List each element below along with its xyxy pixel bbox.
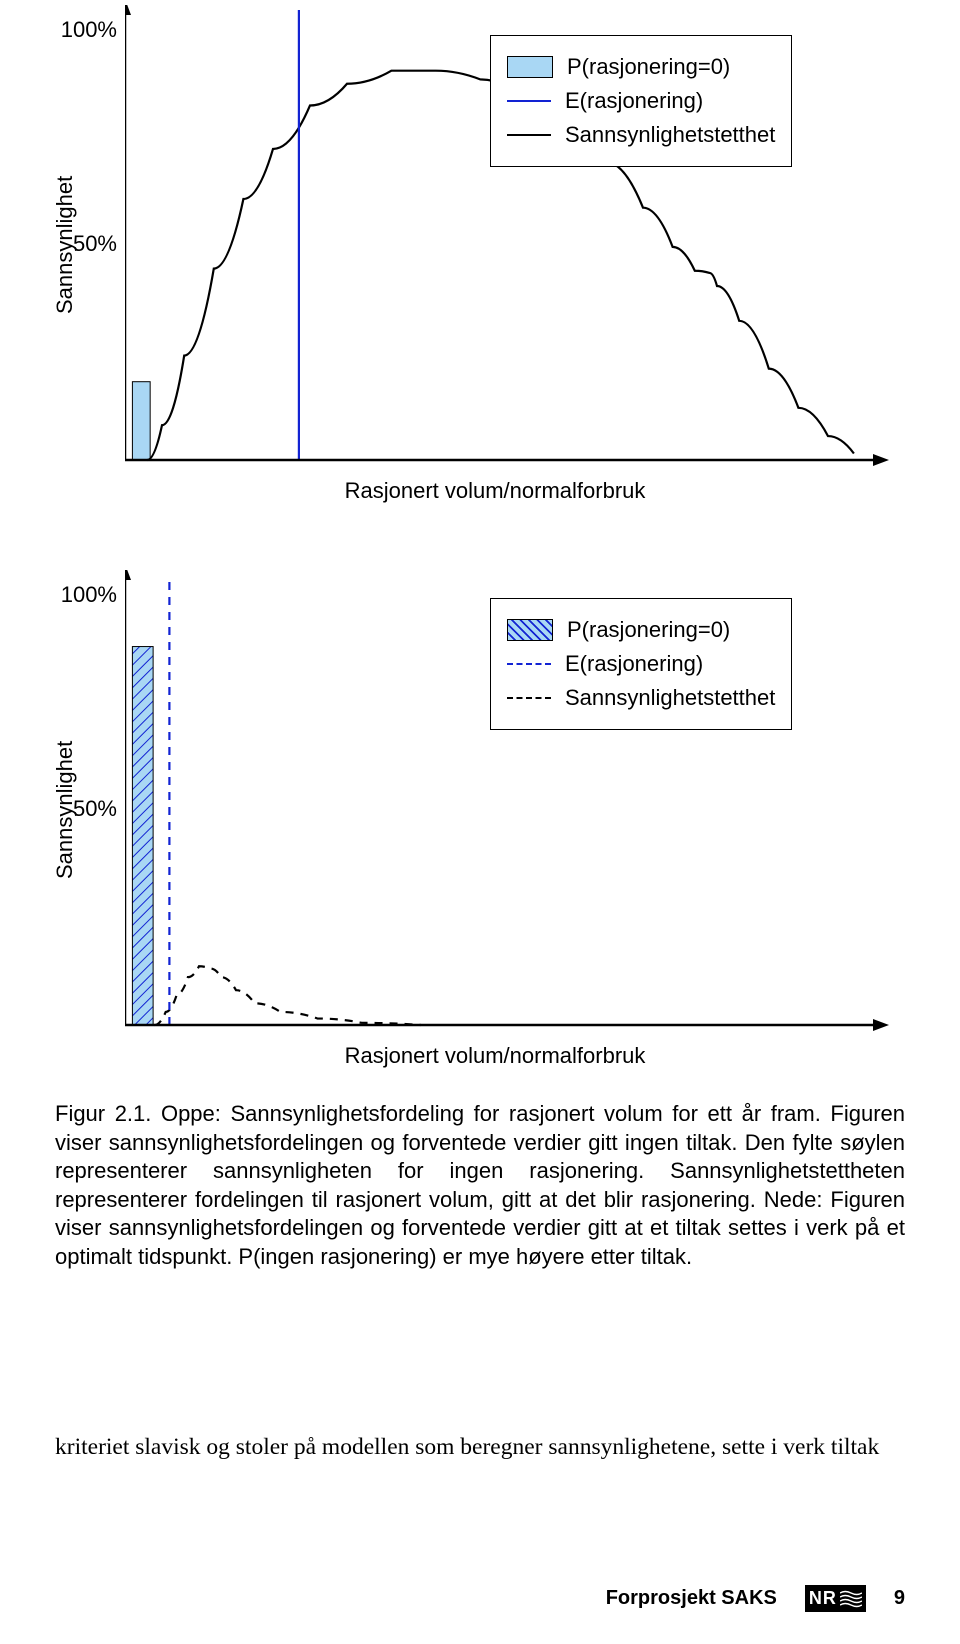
page-number: 9 bbox=[894, 1587, 905, 1610]
legend-line-icon bbox=[507, 697, 551, 699]
chart2-x-label: Rasjonert volum/normalforbruk bbox=[125, 1043, 865, 1069]
legend-line-icon bbox=[507, 663, 551, 665]
legend-label: Sannsynlighetstetthet bbox=[565, 122, 775, 148]
chart1-y-label: Sannsynlighet bbox=[52, 174, 78, 314]
legend-item: P(rasjonering=0) bbox=[507, 617, 775, 643]
page-footer: Forprosjekt SAKS NR 9 bbox=[55, 1585, 905, 1612]
legend-line-icon bbox=[507, 100, 551, 102]
legend-label: E(rasjonering) bbox=[565, 88, 703, 114]
legend-label: Sannsynlighetstetthet bbox=[565, 685, 775, 711]
legend-label: P(rasjonering=0) bbox=[567, 617, 730, 643]
legend-swatch bbox=[507, 619, 553, 641]
chart2-legend: P(rasjonering=0) E(rasjonering) Sannsynlig… bbox=[490, 598, 792, 730]
nr-logo-text: NR bbox=[809, 1588, 837, 1609]
legend-label: E(rasjonering) bbox=[565, 651, 703, 677]
chart1-legend: P(rasjonering=0) E(rasjonering) Sannsynlig… bbox=[490, 35, 792, 167]
footer-title: Forprosjekt SAKS bbox=[606, 1587, 777, 1610]
legend-line-icon bbox=[507, 134, 551, 136]
legend-item: E(rasjonering) bbox=[507, 88, 775, 114]
legend-item: P(rasjonering=0) bbox=[507, 54, 775, 80]
chart1-x-label: Rasjonert volum/normalforbruk bbox=[125, 478, 865, 504]
chart2-y-label: Sannsynlighet bbox=[52, 739, 78, 879]
page: 100% 50% Sannsynlighet Rasjonert volum/n… bbox=[0, 0, 960, 1644]
legend-item: E(rasjonering) bbox=[507, 651, 775, 677]
legend-label: P(rasjonering=0) bbox=[567, 54, 730, 80]
legend-swatch bbox=[507, 56, 553, 78]
figure-caption: Figur 2.1. Oppe: Sannsynlighetsfordeling… bbox=[55, 1100, 905, 1272]
nr-logo: NR bbox=[805, 1585, 866, 1612]
chart2-ytick-100: 100% bbox=[51, 582, 117, 608]
legend-item: Sannsynlighetstetthet bbox=[507, 122, 775, 148]
legend-item: Sannsynlighetstetthet bbox=[507, 685, 775, 711]
chart1-ytick-100: 100% bbox=[51, 17, 117, 43]
body-paragraph: kriteriet slavisk og stoler på modellen … bbox=[55, 1432, 905, 1464]
